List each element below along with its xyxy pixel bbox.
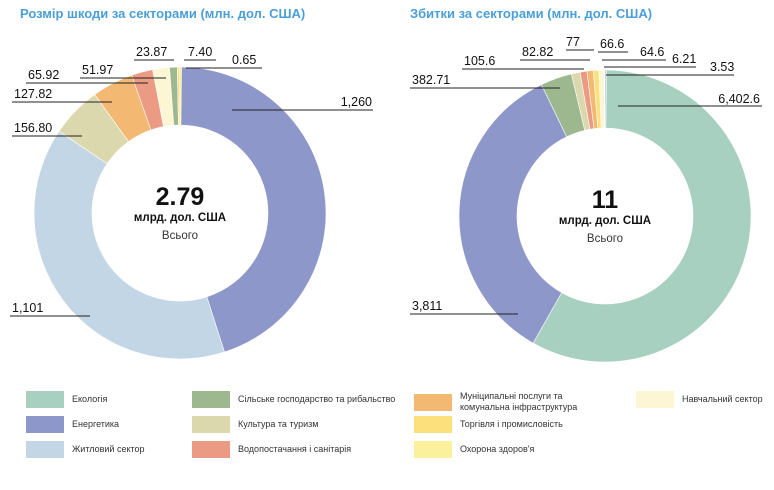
chart2-value-label-trade: 66.6 [600, 37, 624, 51]
chart1-total-label: Всього [162, 230, 198, 242]
chart2-slice-ecology [532, 69, 752, 363]
legend-label-ecology: Екологія [72, 394, 108, 404]
legend-swatch-health [414, 441, 452, 458]
legend-swatch-agriculture [192, 391, 230, 408]
chart2-title: Збитки за секторами (млн. дол. США) [410, 6, 653, 21]
chart2-total-value: 11 [592, 186, 619, 214]
chart2-value-label-water: 82.82 [522, 45, 553, 59]
legend-item-trade: Торгівля і промисловість [414, 416, 563, 433]
chart1-slice-health [179, 66, 182, 126]
legend-item-education: Навчальний сектор [636, 391, 763, 408]
chart2-value-label-agriculture: 382.71 [412, 73, 450, 87]
chart1-total-value: 2.79 [156, 183, 205, 211]
legend-label-health: Охорона здоров'я [460, 444, 535, 454]
legend-item-agriculture: Сільське господарство та рибальство [192, 391, 395, 408]
legend-label-education: Навчальний сектор [682, 394, 763, 404]
chart1-total-unit: млрд. дол. США [134, 212, 226, 224]
chart1-value-label-water: 65.92 [28, 68, 59, 82]
legend-label-energy: Енергетика [72, 419, 120, 429]
legend-label-trade: Торгівля і промисловість [460, 419, 563, 429]
chart1-value-label-agriculture: 23.87 [136, 45, 167, 59]
chart1-value-label-culture: 156.80 [14, 121, 52, 135]
chart2-value-label-education: 64.6 [640, 45, 664, 59]
legend-label-municipal: Муніципальні послуги та комунальна інфра… [460, 391, 578, 412]
legend-swatch-water [192, 441, 230, 458]
chart2-total-label: Всього [587, 233, 623, 245]
chart2-value-label-energy: 3,811 [412, 299, 442, 313]
chart1-title: Розмір шкоди за секторами (млн. дол. США… [20, 6, 306, 21]
legend-label-agriculture: Сільське господарство та рибальство [238, 394, 396, 404]
chart2-slice-energy [458, 84, 568, 344]
chart2-value-label-housing: 3.53 [710, 60, 734, 74]
legend-item-culture: Культура та туризм [192, 416, 318, 433]
legend-item-water: Водопостачання і санітарія [192, 441, 351, 458]
chart1-value-label-housing: 1,101 [12, 301, 43, 315]
legend-item-municipal: Муніципальні послуги та комунальна інфра… [414, 391, 610, 413]
chart1-slice-energy [179, 66, 327, 353]
chart1-slice-housing [33, 130, 225, 360]
legend-swatch-housing [26, 441, 64, 458]
legend-item-housing: Житловий сектор [26, 441, 145, 458]
legend-item-health: Охорона здоров'я [414, 441, 534, 458]
chart2-value-label-health: 6.21 [672, 52, 696, 66]
chart2-value-label-ecology: 6,402.6 [718, 92, 760, 106]
legend-label-culture: Культура та туризм [238, 419, 319, 429]
legend-swatch-culture [192, 416, 230, 433]
chart1-value-label-energy: 1,260 [341, 95, 372, 109]
chart2-value-label-culture: 105.6 [464, 54, 495, 68]
chart1-value-label-education: 51.97 [82, 63, 113, 77]
legend-swatch-energy [26, 416, 64, 433]
donut-charts: 1,260 1,101 156.80 127.82 65.92 51.97 23.87 7.4… [10, 35, 762, 363]
legend-label-water: Водопостачання і санітарія [238, 444, 352, 454]
legend-item-energy: Енергетика [26, 416, 119, 433]
legend-swatch-municipal [414, 393, 452, 411]
chart2-slice-housing [604, 69, 607, 129]
chart2-total-unit: млрд. дол. США [559, 215, 651, 227]
chart2-value-label-municipal: 77 [566, 35, 580, 49]
chart1-value-label-trade: 7.40 [188, 45, 212, 59]
legend-swatch-education [636, 391, 674, 408]
chart1-value-label-health: 0.65 [232, 53, 256, 67]
chart1-value-label-municipal: 127.82 [14, 87, 52, 101]
legend-swatch-ecology [26, 391, 64, 408]
legend-label-housing: Житловий сектор [72, 444, 145, 454]
legend-swatch-trade [414, 416, 452, 433]
legend-item-ecology: Екологія [26, 391, 107, 408]
